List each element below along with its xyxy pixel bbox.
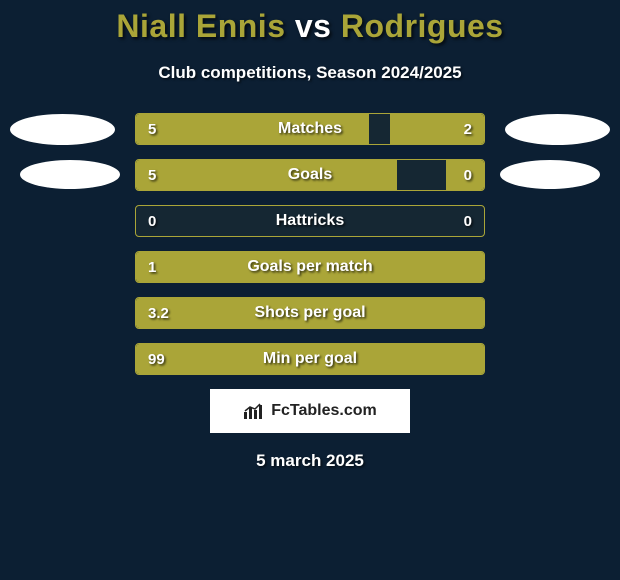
date-label: 5 march 2025 bbox=[0, 451, 620, 471]
player1-name: Niall Ennis bbox=[116, 8, 285, 44]
stat-value-right: 0 bbox=[464, 206, 472, 236]
comparison-chart: Matches52 Goals50 Hattricks0 0 Goals per mat… bbox=[135, 113, 485, 375]
comparison-title: Niall Ennis vs Rodrigues bbox=[0, 0, 620, 45]
logo-text: FcTables.com bbox=[271, 402, 377, 420]
player1-club-placeholder bbox=[20, 160, 120, 189]
stat-row: Min per goal99 bbox=[135, 343, 485, 375]
vs-text: vs bbox=[295, 8, 332, 44]
player1-avatar-placeholder bbox=[10, 114, 115, 145]
stat-row: Hattricks0 0 bbox=[135, 205, 485, 237]
bar-left bbox=[136, 344, 484, 374]
bar-left bbox=[136, 114, 369, 144]
subtitle: Club competitions, Season 2024/2025 bbox=[0, 63, 620, 83]
stat-row: Shots per goal3.2 bbox=[135, 297, 485, 329]
player2-name: Rodrigues bbox=[341, 8, 504, 44]
stat-row: Goals per match1 bbox=[135, 251, 485, 283]
stat-value-left: 0 bbox=[148, 206, 156, 236]
fctables-logo: FcTables.com bbox=[210, 389, 410, 433]
stat-row: Matches52 bbox=[135, 113, 485, 145]
player2-avatar-placeholder bbox=[505, 114, 610, 145]
bar-left bbox=[136, 252, 484, 282]
bar-right bbox=[446, 160, 484, 190]
chart-icon bbox=[243, 402, 265, 420]
player2-club-placeholder bbox=[500, 160, 600, 189]
bar-left bbox=[136, 298, 484, 328]
bar-right bbox=[390, 114, 484, 144]
bar-left bbox=[136, 160, 397, 190]
stat-label: Hattricks bbox=[136, 206, 484, 236]
stat-row: Goals50 bbox=[135, 159, 485, 191]
